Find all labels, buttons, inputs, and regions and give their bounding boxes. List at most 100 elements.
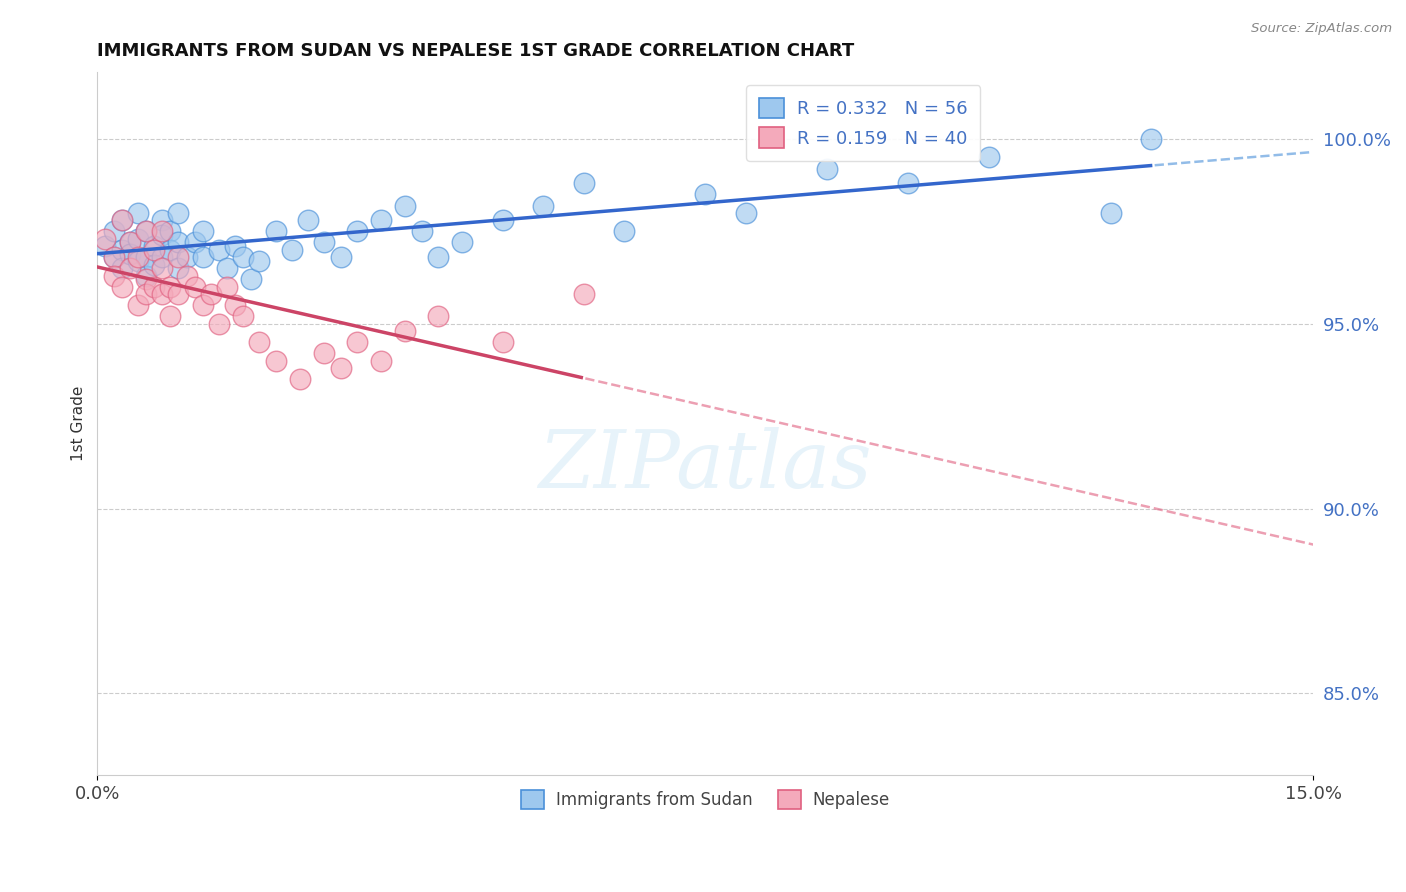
Point xyxy=(329,361,352,376)
Y-axis label: 1st Grade: 1st Grade xyxy=(72,386,86,461)
Point xyxy=(370,213,392,227)
Point xyxy=(815,161,838,176)
Point xyxy=(451,235,474,250)
Point xyxy=(370,353,392,368)
Point xyxy=(143,239,166,253)
Point xyxy=(249,335,271,350)
Point xyxy=(150,261,173,276)
Point xyxy=(127,250,149,264)
Point xyxy=(572,287,595,301)
Point xyxy=(150,287,173,301)
Point xyxy=(127,232,149,246)
Text: Source: ZipAtlas.com: Source: ZipAtlas.com xyxy=(1251,22,1392,36)
Text: IMMIGRANTS FROM SUDAN VS NEPALESE 1ST GRADE CORRELATION CHART: IMMIGRANTS FROM SUDAN VS NEPALESE 1ST GR… xyxy=(97,42,855,60)
Point xyxy=(111,261,134,276)
Point xyxy=(176,250,198,264)
Point xyxy=(215,280,238,294)
Point xyxy=(232,250,254,264)
Point xyxy=(183,280,205,294)
Point xyxy=(150,213,173,227)
Point xyxy=(118,261,141,276)
Point xyxy=(531,198,554,212)
Point xyxy=(191,250,214,264)
Point xyxy=(111,243,134,257)
Point xyxy=(492,213,515,227)
Point xyxy=(264,353,287,368)
Point xyxy=(208,317,231,331)
Point xyxy=(224,239,246,253)
Point xyxy=(111,213,134,227)
Point xyxy=(135,224,157,238)
Point xyxy=(264,224,287,238)
Point xyxy=(492,335,515,350)
Point xyxy=(346,335,368,350)
Point xyxy=(613,224,636,238)
Point xyxy=(150,224,173,238)
Point xyxy=(249,254,271,268)
Point xyxy=(215,261,238,276)
Point xyxy=(734,206,756,220)
Point xyxy=(572,177,595,191)
Point xyxy=(127,254,149,268)
Point xyxy=(135,250,157,264)
Point xyxy=(103,268,125,283)
Point xyxy=(118,235,141,250)
Point xyxy=(135,287,157,301)
Point xyxy=(103,250,125,264)
Point xyxy=(167,287,190,301)
Point xyxy=(426,250,449,264)
Point xyxy=(1099,206,1122,220)
Point xyxy=(191,224,214,238)
Point xyxy=(159,280,181,294)
Point xyxy=(176,268,198,283)
Point xyxy=(159,310,181,324)
Point xyxy=(111,213,134,227)
Point xyxy=(159,224,181,238)
Point xyxy=(208,243,231,257)
Point xyxy=(111,280,134,294)
Point xyxy=(135,272,157,286)
Point xyxy=(150,228,173,243)
Point xyxy=(977,151,1000,165)
Point xyxy=(329,250,352,264)
Point xyxy=(191,298,214,312)
Text: ZIPatlas: ZIPatlas xyxy=(538,427,872,505)
Legend: Immigrants from Sudan, Nepalese: Immigrants from Sudan, Nepalese xyxy=(515,783,897,815)
Point xyxy=(118,246,141,260)
Point xyxy=(150,250,173,264)
Point xyxy=(200,287,222,301)
Point xyxy=(167,206,190,220)
Point xyxy=(224,298,246,312)
Point xyxy=(394,198,416,212)
Point xyxy=(143,280,166,294)
Point xyxy=(183,235,205,250)
Point xyxy=(297,213,319,227)
Point xyxy=(127,206,149,220)
Point xyxy=(143,258,166,272)
Point xyxy=(426,310,449,324)
Point xyxy=(288,372,311,386)
Point xyxy=(167,250,190,264)
Point xyxy=(135,268,157,283)
Point xyxy=(411,224,433,238)
Point xyxy=(897,177,920,191)
Point xyxy=(103,224,125,238)
Point xyxy=(695,187,717,202)
Point xyxy=(240,272,263,286)
Point xyxy=(127,298,149,312)
Point xyxy=(94,232,117,246)
Point xyxy=(135,224,157,238)
Point xyxy=(232,310,254,324)
Point xyxy=(143,243,166,257)
Point xyxy=(281,243,304,257)
Point xyxy=(314,235,336,250)
Point xyxy=(94,239,117,253)
Point xyxy=(346,224,368,238)
Point xyxy=(167,235,190,250)
Point xyxy=(118,235,141,250)
Point xyxy=(103,250,125,264)
Point xyxy=(394,324,416,338)
Point xyxy=(167,261,190,276)
Point xyxy=(159,243,181,257)
Point xyxy=(1140,132,1163,146)
